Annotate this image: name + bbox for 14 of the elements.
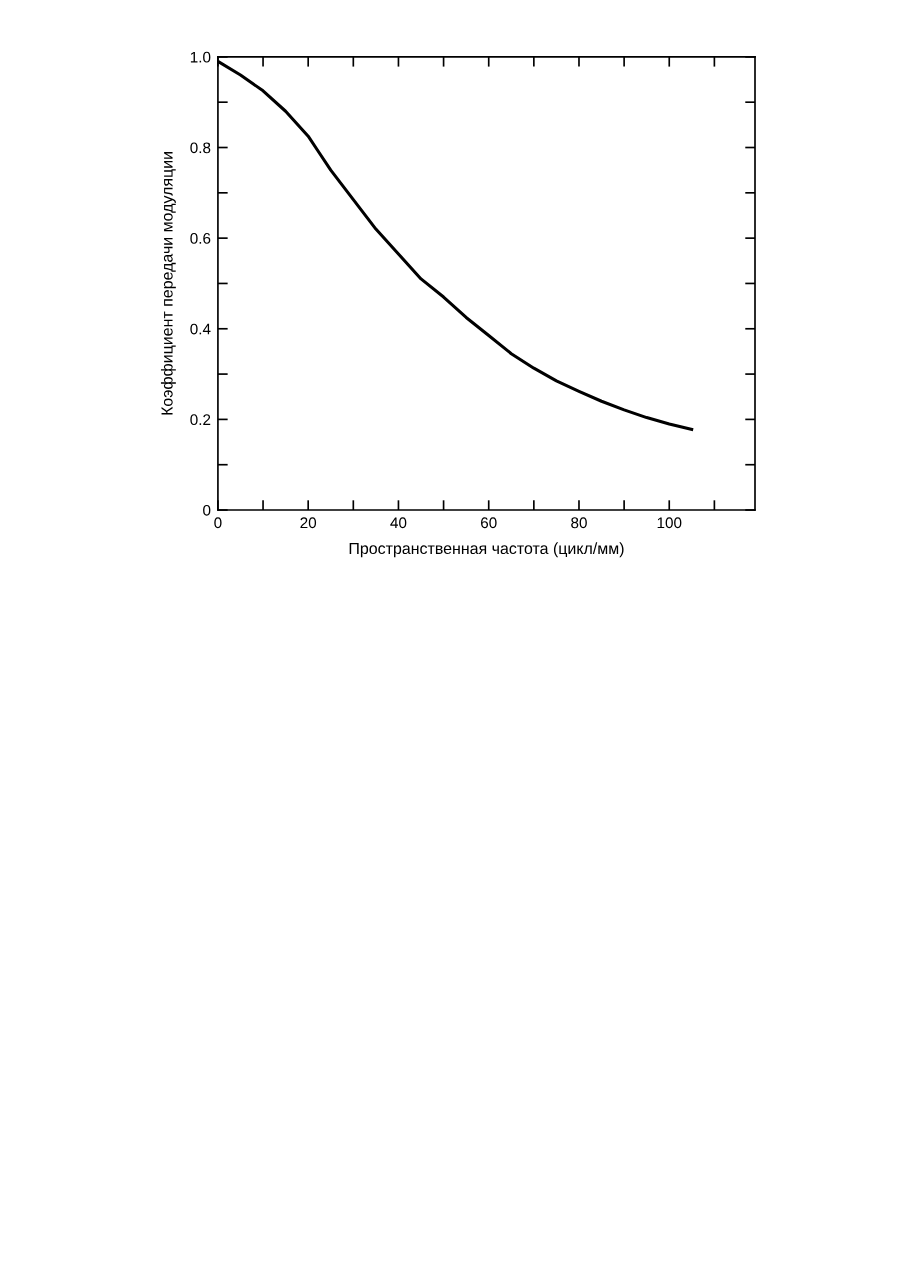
x-tick-label: 40 [390, 517, 407, 529]
x-tick-label: 60 [481, 517, 497, 529]
y-tick-label: 0.8 [190, 142, 211, 154]
y-tick-label: 1.0 [190, 51, 211, 63]
y-axis-title: Коэффициент передачи модуляции [160, 152, 176, 415]
y-tick-label: 0.4 [190, 323, 211, 335]
y-tick-label: 0 [203, 504, 211, 516]
x-tick-label: 100 [657, 517, 682, 529]
y-tick-label: 0.2 [190, 414, 211, 426]
x-tick-label: 0 [214, 517, 222, 529]
x-tick-label: 20 [300, 517, 317, 529]
x-axis-title: Пространственная частота (цикл/мм) [349, 542, 624, 558]
x-tick-label: 80 [571, 517, 587, 529]
y-tick-label: 0.6 [190, 233, 211, 244]
